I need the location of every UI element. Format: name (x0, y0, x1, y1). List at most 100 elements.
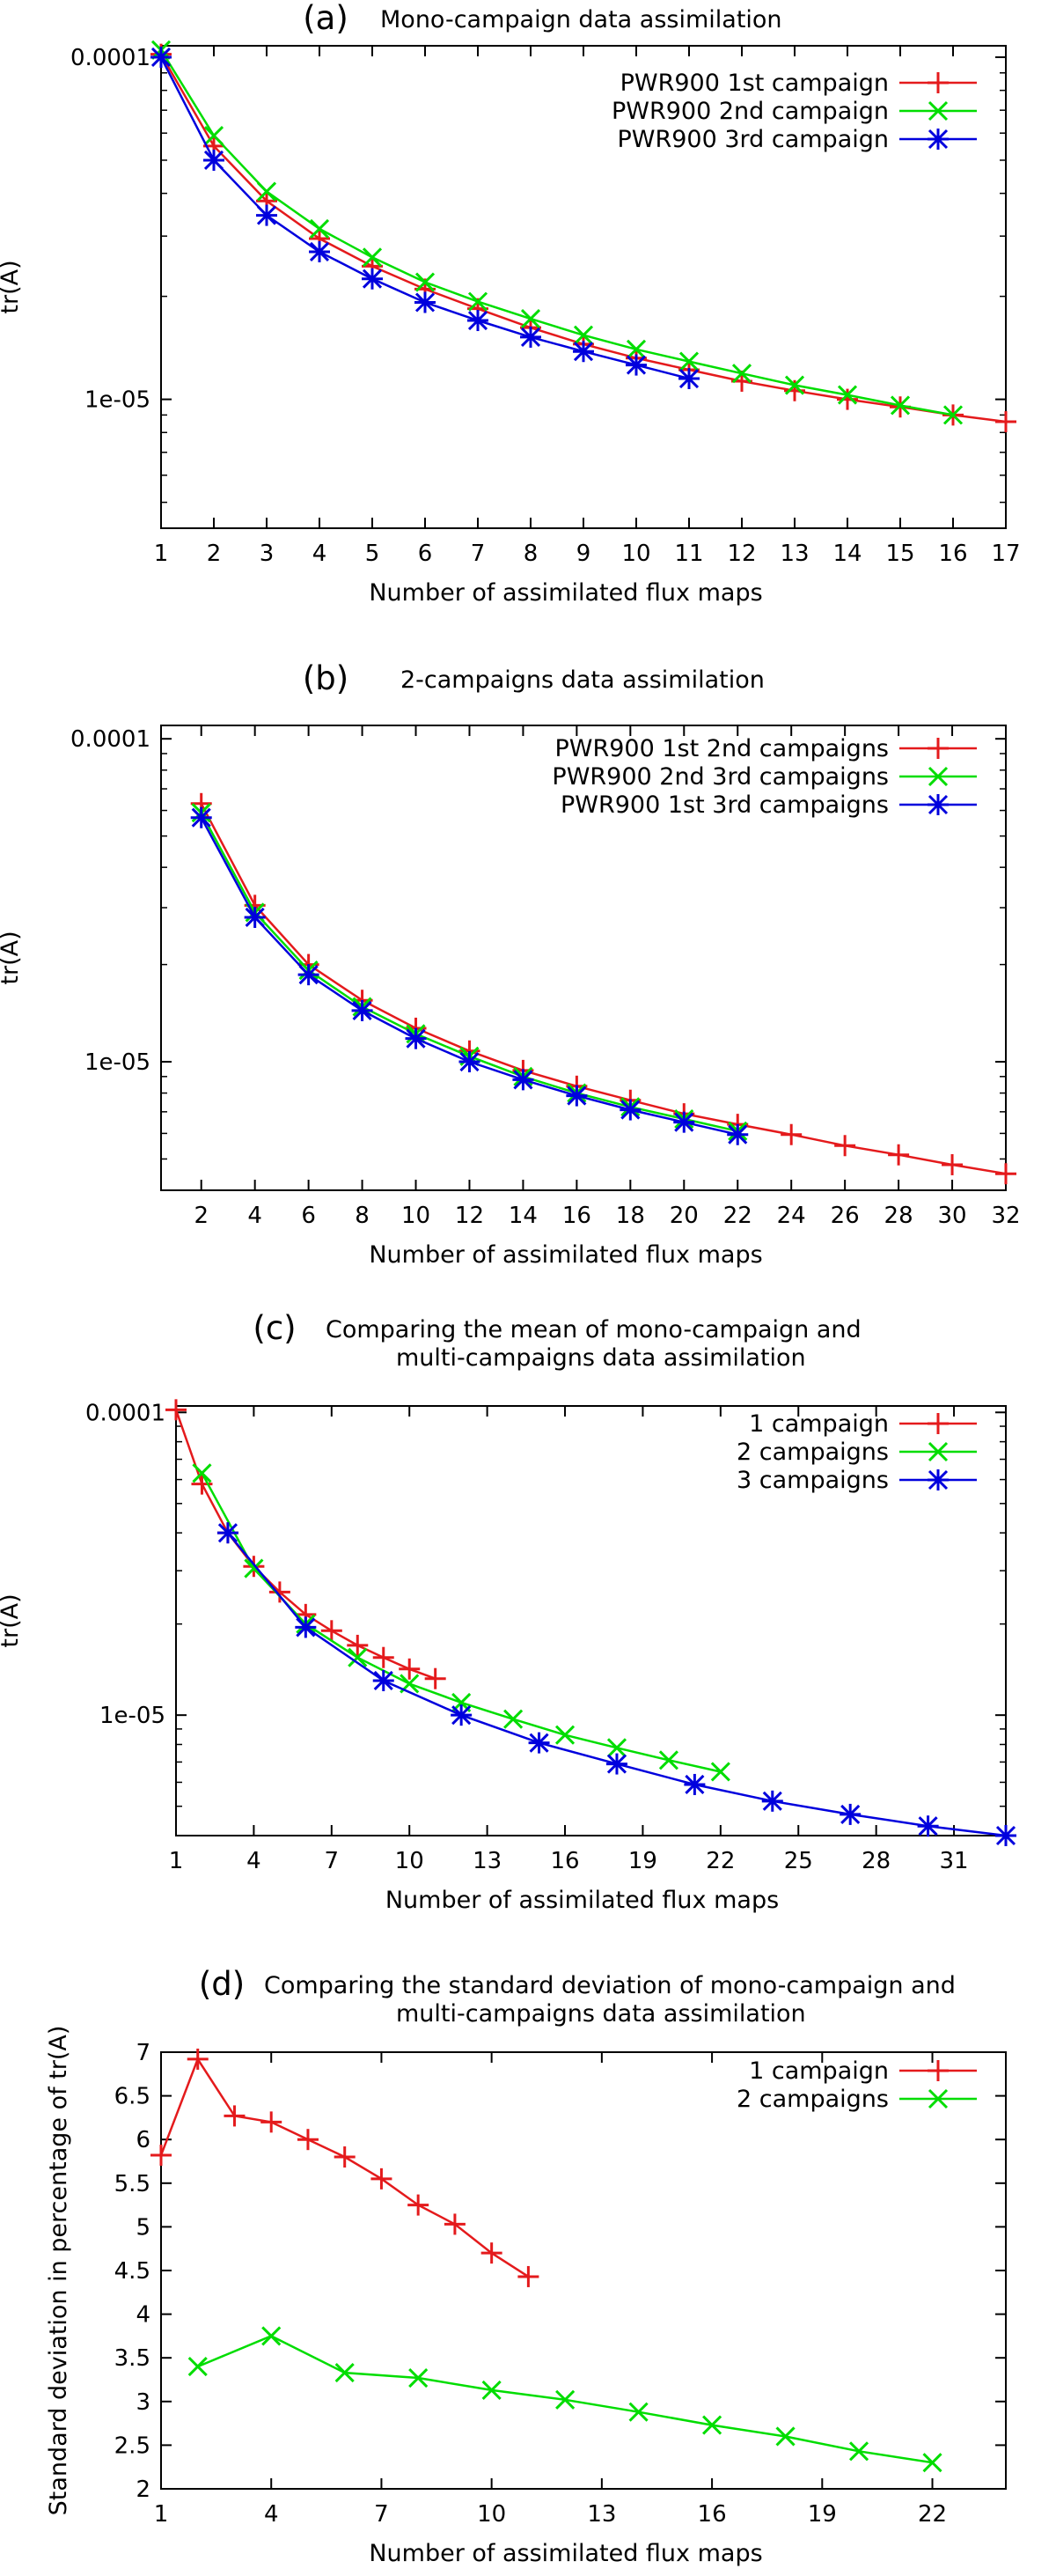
x-tick-label: 13 (587, 2501, 616, 2528)
data-point (192, 1463, 212, 1483)
data-point (320, 1620, 342, 1642)
plot-frame (175, 1405, 1007, 1836)
y-tick-label: 0.0001 (70, 45, 150, 71)
x-tick-label: 26 (831, 1203, 860, 1229)
x-tick-label: 10 (401, 1203, 430, 1229)
series-line (200, 812, 738, 1133)
data-point (512, 1069, 534, 1091)
y-axis-label: tr(A) (0, 931, 24, 984)
data-point (261, 2326, 282, 2346)
x-tick-label: 14 (832, 541, 862, 567)
legend-label: 1 campaign (749, 1410, 889, 1438)
legend-entry: PWR900 3rd campaign (617, 126, 977, 153)
chart-panel-4: (d) Comparing the standard deviation of m… (45, 1965, 1007, 2567)
y-tick-label: 5 (136, 2214, 150, 2241)
data-point (244, 1558, 264, 1579)
panel-label: (c) (253, 1309, 296, 1347)
data-point (260, 2111, 282, 2133)
data-point (372, 1669, 394, 1691)
series-2-campaigns (187, 2326, 942, 2473)
data-point (834, 1135, 856, 1157)
data-point (451, 1704, 473, 1726)
data-point (244, 906, 266, 928)
data-point (165, 1399, 187, 1421)
legend-entry: 3 campaigns (737, 1467, 977, 1494)
data-point (424, 1667, 446, 1689)
x-tick-label: 6 (418, 541, 433, 567)
data-point (467, 310, 488, 332)
x-tick-label: 28 (862, 1848, 891, 1874)
series-line (226, 1532, 1007, 1837)
data-point (606, 1738, 627, 1758)
data-point (150, 46, 172, 68)
series-3-campaigns (216, 1522, 1016, 1846)
data-point (555, 2389, 576, 2410)
series-1-campaign (165, 1399, 446, 1689)
series-pwr900-1st-2nd-campaigns (190, 792, 1016, 1185)
data-point (203, 125, 224, 146)
chart-title-line2: multi-campaigns data assimilation (396, 2000, 806, 2028)
data-point (362, 268, 383, 290)
data-point (605, 1753, 627, 1775)
series-line (159, 49, 954, 416)
chart-panel-3: (c) Comparing the mean of mono-campaign a… (0, 1309, 1016, 1914)
data-point (224, 2105, 246, 2127)
data-point (268, 1581, 290, 1603)
legend-label: 3 campaigns (737, 1467, 889, 1494)
data-point (372, 1646, 394, 1668)
data-point (995, 1825, 1016, 1846)
data-point (942, 1153, 964, 1175)
legend-label: PWR900 2nd campaign (612, 98, 889, 125)
series-pwr900-2nd-3rd-campaigns (191, 803, 748, 1141)
data-point (414, 272, 436, 292)
x-tick-label: 32 (991, 1203, 1020, 1229)
x-tick-label: 3 (260, 541, 275, 567)
x-tick-label: 2 (194, 1203, 209, 1229)
x-tick-label: 4 (264, 2501, 279, 2528)
data-point (190, 806, 212, 828)
x-tick-label: 5 (365, 541, 380, 567)
y-tick-label: 2.5 (114, 2432, 150, 2459)
panel-label: (b) (303, 659, 348, 697)
y-tick-label: 3.5 (114, 2345, 150, 2372)
y-tick-label: 1e-05 (99, 1703, 165, 1729)
data-point (309, 218, 330, 239)
legend-entry: PWR900 2nd 3rd campaigns (552, 763, 977, 791)
x-tick-label: 4 (246, 1848, 261, 1874)
y-tick-label: 0.0001 (70, 726, 150, 753)
chart-title: Mono-campaign data assimilation (380, 6, 782, 33)
data-point (848, 2441, 869, 2462)
y-tick-label: 2 (136, 2477, 150, 2503)
y-axis-label: tr(A) (0, 1593, 24, 1647)
legend-label: 2 campaigns (737, 2086, 889, 2113)
y-tick-label: 4.5 (114, 2258, 150, 2285)
x-tick-label: 12 (727, 541, 756, 567)
legend-entry: 1 campaign (749, 1410, 977, 1438)
data-point (334, 2363, 355, 2383)
x-tick-label: 8 (524, 541, 539, 567)
legend-entry: 1 campaign (749, 2057, 977, 2085)
data-point (187, 2048, 209, 2070)
data-point (370, 2168, 392, 2190)
data-point (995, 1163, 1016, 1185)
x-tick-label: 7 (471, 541, 486, 567)
data-point (573, 325, 594, 345)
x-tick-label: 25 (784, 1848, 813, 1874)
legend-entry: PWR900 1st campaign (620, 70, 977, 97)
x-tick-label: 13 (780, 541, 809, 567)
data-point (702, 2415, 722, 2435)
x-axis-label: Number of assimilated flux maps (369, 579, 762, 607)
y-tick-label: 1e-05 (84, 1049, 150, 1076)
series-pwr900-1st-3rd-campaigns (190, 806, 749, 1145)
x-tick-label: 31 (940, 1848, 969, 1874)
legend-entry: PWR900 1st 3rd campaigns (561, 791, 977, 819)
data-point (888, 1144, 910, 1166)
y-tick-label: 4 (136, 2302, 150, 2329)
data-point (620, 1099, 642, 1121)
data-point (458, 1051, 480, 1073)
data-point (917, 1815, 939, 1837)
data-point (517, 2265, 539, 2287)
x-axis-label: Number of assimilated flux maps (369, 1241, 762, 1269)
series-line (201, 1472, 722, 1773)
panel-label: (a) (303, 0, 348, 37)
